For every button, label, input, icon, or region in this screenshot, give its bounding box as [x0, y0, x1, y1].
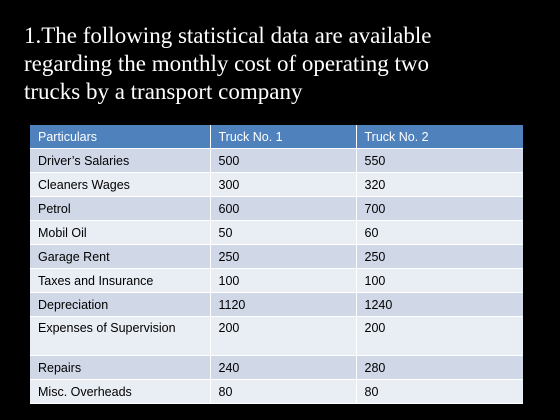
cell-particulars: Cleaners Wages — [30, 172, 211, 197]
title-line-1: 1.The following statistical data are ava… — [24, 23, 432, 48]
cell-truck-1: 300 — [210, 172, 357, 197]
header-truck-2: Truck No. 2 — [356, 125, 523, 149]
cell-truck-1: 600 — [210, 196, 357, 221]
cell-truck-1: 80 — [210, 379, 357, 404]
table-row: Taxes and Insurance 100 100 — [30, 268, 523, 293]
cell-particulars: Expenses of Supervision — [30, 316, 211, 356]
cell-truck-1: 200 — [210, 316, 357, 356]
cell-truck-2: 60 — [356, 220, 523, 245]
cell-particulars: Petrol — [30, 196, 211, 221]
cell-particulars: Misc. Overheads — [30, 379, 211, 404]
title-line-3: trucks by a transport company — [24, 79, 303, 104]
table-row: Mobil Oil 50 60 — [30, 220, 523, 245]
cell-truck-2: 100 — [356, 268, 523, 293]
cell-truck-2: 80 — [356, 379, 523, 404]
cell-truck-1: 240 — [210, 355, 357, 380]
cell-truck-2: 1240 — [356, 292, 523, 317]
cell-particulars: Garage Rent — [30, 244, 211, 269]
cell-truck-2: 200 — [356, 316, 523, 356]
table-row: Driver’s Salaries 500 550 — [30, 148, 523, 173]
cell-truck-2: 250 — [356, 244, 523, 269]
table-row: Petrol 600 700 — [30, 196, 523, 221]
table-row: Repairs 240 280 — [30, 355, 523, 380]
table-row: Cleaners Wages 300 320 — [30, 172, 523, 197]
cost-table: Particulars Truck No. 1 Truck No. 2 Driv… — [30, 125, 523, 404]
title-line-2: regarding the monthly cost of operating … — [24, 51, 429, 76]
cell-particulars: Driver’s Salaries — [30, 148, 211, 173]
cell-truck-1: 50 — [210, 220, 357, 245]
table-row: Garage Rent 250 250 — [30, 244, 523, 269]
cell-truck-1: 100 — [210, 268, 357, 293]
cell-particulars: Taxes and Insurance — [30, 268, 211, 293]
cell-truck-1: 1120 — [210, 292, 357, 317]
table-row: Misc. Overheads 80 80 — [30, 379, 523, 404]
table-row: Expenses of Supervision 200 200 — [30, 316, 523, 356]
cell-particulars: Repairs — [30, 355, 211, 380]
cell-particulars: Mobil Oil — [30, 220, 211, 245]
cell-particulars: Depreciation — [30, 292, 211, 317]
table-header-row: Particulars Truck No. 1 Truck No. 2 — [30, 125, 523, 149]
table-row: Depreciation 1120 1240 — [30, 292, 523, 317]
cell-truck-2: 320 — [356, 172, 523, 197]
cell-truck-1: 250 — [210, 244, 357, 269]
cell-truck-1: 500 — [210, 148, 357, 173]
cell-truck-2: 550 — [356, 148, 523, 173]
slide-title: 1.The following statistical data are ava… — [24, 22, 544, 106]
header-truck-1: Truck No. 1 — [210, 125, 357, 149]
cell-truck-2: 280 — [356, 355, 523, 380]
cell-truck-2: 700 — [356, 196, 523, 221]
header-particulars: Particulars — [30, 125, 211, 149]
